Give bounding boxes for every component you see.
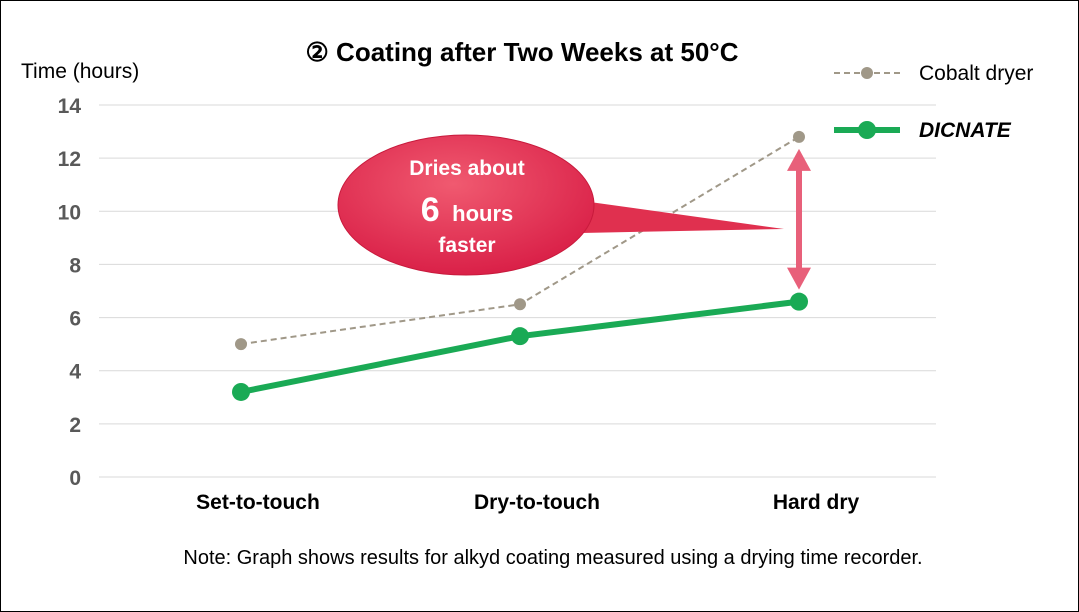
legend-dicnate-marker (858, 121, 876, 139)
data-point-dicnate (511, 327, 529, 346)
data-point-cobalt (235, 338, 247, 351)
x-tick-label: Set-to-touch (196, 491, 320, 514)
y-tick-label: 0 (69, 467, 81, 490)
callout: Dries about 6 hours faster (337, 134, 784, 276)
data-point-dicnate (790, 292, 808, 311)
x-tick-label: Hard dry (773, 491, 860, 514)
legend-cobalt-marker (861, 67, 873, 79)
series-lines (232, 130, 808, 401)
x-tick-label: Dry-to-touch (474, 491, 600, 514)
data-point-dicnate (232, 382, 250, 401)
callout-bubble (337, 134, 595, 276)
legend-dicnate-label: DICNATE (919, 119, 1012, 142)
chart-title: ② Coating after Two Weeks at 50°C (306, 37, 739, 67)
data-point-cobalt (514, 298, 526, 311)
y-tick-label: 12 (58, 148, 81, 171)
x-tick-labels: Set-to-touch Dry-to-touch Hard dry (196, 491, 859, 514)
y-tick-label: 6 (69, 308, 81, 331)
callout-tail (561, 198, 784, 233)
legend: Cobalt dryer DICNATE (834, 62, 1033, 142)
callout-number: 6 (421, 191, 440, 229)
y-axis-label: Time (hours) (21, 60, 139, 83)
data-point-cobalt (793, 130, 805, 143)
legend-cobalt-label: Cobalt dryer (919, 62, 1033, 85)
series-line-dicnate (240, 298, 800, 395)
callout-line2: 6 hours (421, 191, 514, 229)
callout-unit: hours (452, 201, 513, 226)
callout-line1: Dries about (409, 157, 525, 180)
y-tick-label: 8 (69, 254, 81, 277)
arrow-head-down (787, 267, 811, 290)
y-tick-label: 10 (58, 201, 81, 224)
difference-arrow (787, 148, 811, 290)
y-tick-labels: 0 2 4 6 8 10 12 14 (58, 95, 82, 490)
y-tick-label: 2 (69, 414, 81, 437)
callout-line3: faster (438, 234, 495, 257)
footnote: Note: Graph shows results for alkyd coat… (183, 547, 922, 569)
y-tick-label: 4 (69, 361, 81, 384)
y-tick-label: 14 (58, 95, 82, 118)
arrow-head-up (787, 148, 811, 171)
